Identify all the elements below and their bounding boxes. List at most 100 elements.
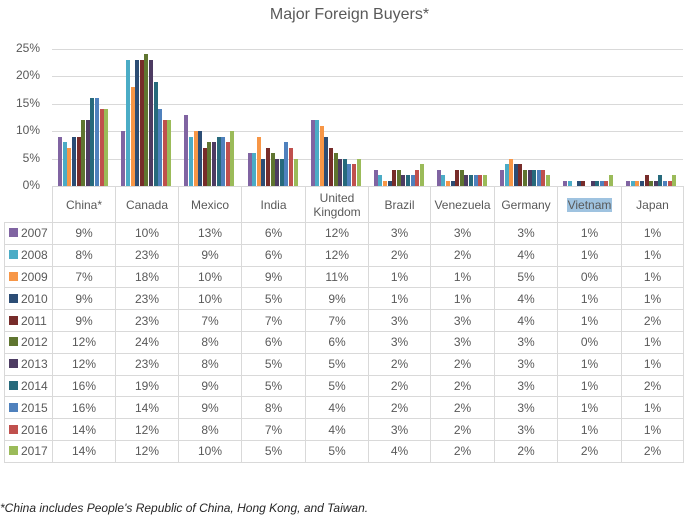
column-header: Japan [621,186,684,223]
table-cell: 2% [430,439,495,463]
bar [478,175,483,186]
bar [509,158,514,186]
bar-group [178,40,241,186]
legend-year-label: 2009 [21,269,48,284]
table-cell: 1% [621,352,684,376]
table-cell: 6% [241,222,306,245]
bar [436,169,441,186]
legend-swatch-icon [9,446,18,456]
table-cell: 1% [621,418,684,441]
bar [158,109,163,186]
bar [567,180,572,186]
bar-group [620,40,683,186]
table-cell: 14% [52,439,116,463]
legend-swatch-icon [9,271,18,281]
bar [148,59,153,186]
legend-swatch-icon [9,402,18,412]
table-cell: 1% [430,265,495,289]
table-cell: 3% [368,309,431,332]
bar [545,175,550,186]
column-header-label: Germany [501,197,551,212]
column-header: Venezuela [430,186,495,223]
bar [265,147,270,186]
legend-cell: 2016 [4,418,53,441]
bar-group [368,40,431,186]
bar [527,169,532,186]
table-cell: 12% [115,439,179,463]
table-cell: 9% [305,287,369,311]
table-cell: 23% [115,287,179,311]
table-cell: 8% [178,330,242,354]
bar [441,175,446,186]
table-cell: 9% [178,243,242,267]
legend-year-label: 2010 [21,291,48,306]
table-cell: 5% [241,352,306,376]
y-tick-label: 10% [15,123,40,138]
table-cell: 3% [430,222,495,245]
bar [58,136,63,186]
gridline [52,49,683,50]
table-cell: 10% [178,439,242,463]
table-cell: 2% [430,396,495,420]
bar [99,109,104,186]
table-row: 2009 7% 18% 10% 9% 11% 1% 1% 5% 0% 1% [4,265,684,289]
bar [135,59,140,186]
bar [193,131,198,186]
bar [252,153,257,186]
table-cell: 3% [430,330,495,354]
table-row: 2011 9% 23% 7% 7% 7% 3% 3% 4% 1% 2% [4,309,684,332]
table-row: 2012 12% 24% 8% 6% 6% 3% 3% 3% 0% 1% [4,330,684,354]
bar [202,147,207,186]
table-cell: 9% [178,374,242,398]
table-cell: 8% [241,396,306,420]
table-cell: 1% [557,374,622,398]
bar [599,180,604,186]
bar [563,180,568,186]
bar-group [431,40,494,186]
bar [319,125,324,186]
legend-year-label: 2007 [21,226,48,241]
table-cell: 3% [368,330,431,354]
bar [653,180,658,186]
legend-year-label: 2016 [21,422,48,437]
table-cell: 1% [621,396,684,420]
gridline [52,76,683,78]
bar [162,120,167,186]
bar [198,131,203,186]
bar [225,142,230,186]
bar [658,175,663,186]
data-table: China* Canada Mexico India United Kingdom Bra… [4,186,684,463]
table-cell: 2% [368,352,431,376]
table-cell: 2% [430,418,495,441]
table-cell: 5% [241,439,306,463]
table-cell: 3% [368,222,431,245]
legend-year-label: 2008 [21,248,48,263]
bar [595,180,600,186]
bar [415,169,420,186]
legend-cell: 2012 [4,330,53,354]
table-cell: 4% [494,287,558,311]
table-cell: 2% [494,439,558,463]
bar [532,169,537,186]
plot-area [52,40,683,186]
bar [333,153,338,186]
table-cell: 24% [115,330,179,354]
bar [604,180,609,186]
bar [256,136,261,186]
table-cell: 9% [241,265,306,289]
column-header: United Kingdom [305,186,369,223]
table-cell: 8% [52,243,116,267]
bar [207,142,212,186]
bar [541,169,546,186]
table-header-row: China* Canada Mexico India United Kingdom Bra… [4,186,684,223]
table-cell: 2% [621,439,684,463]
column-header-label: Brazil [384,197,415,212]
bar [90,98,95,186]
bar [347,164,352,186]
bar [324,136,329,186]
legend-cell: 2014 [4,374,53,398]
legend-year-label: 2015 [21,400,48,415]
table-cell: 18% [115,265,179,289]
table-cell: 12% [305,243,369,267]
table-cell: 7% [241,418,306,441]
